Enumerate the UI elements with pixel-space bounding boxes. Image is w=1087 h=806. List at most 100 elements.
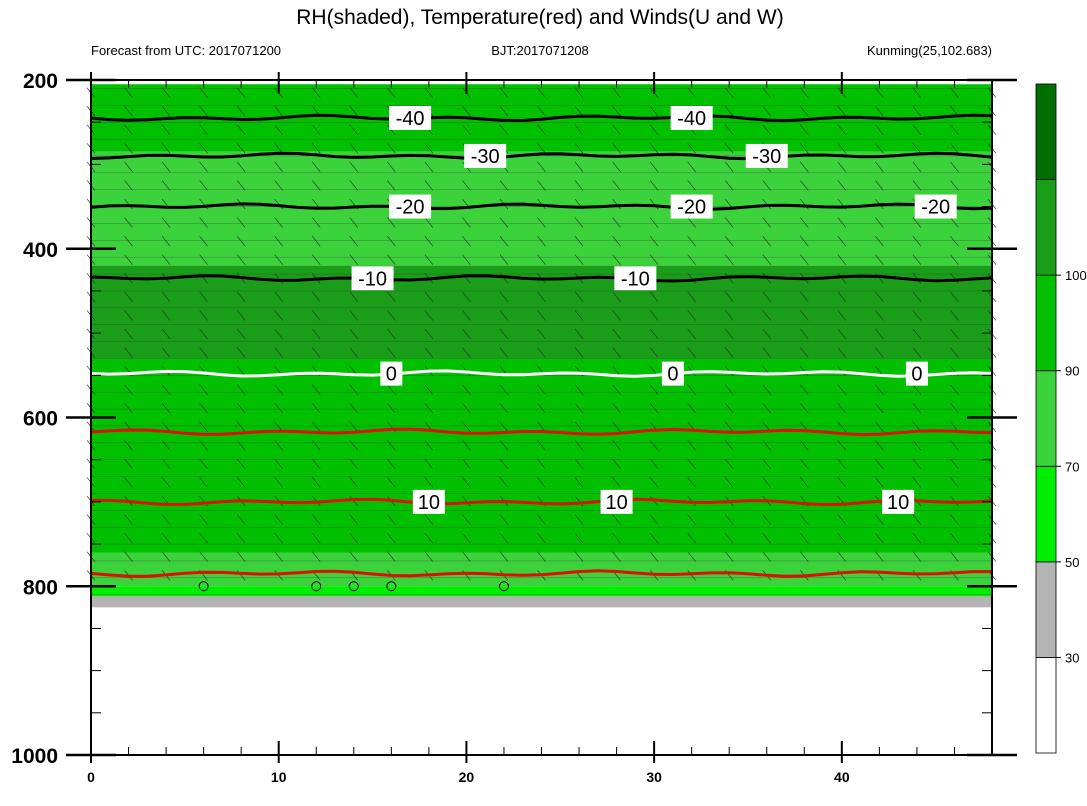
wind-barb — [236, 477, 246, 488]
wind-barb — [912, 532, 922, 544]
contour-label: -20 — [921, 197, 950, 219]
contour-label-box — [670, 105, 713, 130]
wind-barb — [687, 180, 696, 191]
wind-barb — [274, 291, 283, 303]
wind-barb — [649, 180, 659, 191]
wind-barb — [199, 477, 208, 488]
wind-barb — [537, 217, 546, 228]
wind-barb — [462, 124, 471, 135]
wind-barb — [612, 310, 621, 321]
wind-barb — [875, 514, 884, 525]
wind-barb — [124, 532, 133, 544]
wind-barb — [161, 532, 171, 544]
contour-label: 10 — [887, 492, 909, 514]
wind-barb — [236, 235, 246, 247]
wind-barb — [274, 514, 283, 525]
wind-barb — [687, 403, 696, 414]
wind-barb — [687, 235, 696, 247]
wind-barb — [649, 217, 659, 228]
wind-barb — [236, 458, 246, 470]
wind-barb — [762, 310, 771, 321]
wind-barb — [424, 532, 434, 544]
wind-barb — [349, 403, 359, 414]
wind-barb — [499, 124, 509, 135]
wind-barb — [349, 514, 359, 525]
wind-barb — [537, 514, 546, 525]
wind-barb — [837, 310, 847, 321]
wind-barb — [161, 310, 171, 321]
wind-barb — [537, 291, 546, 303]
wind-barb — [800, 347, 809, 358]
colorbar-label: 100 — [1065, 268, 1087, 283]
temperature-contour — [90, 113, 993, 123]
wind-barb — [199, 106, 208, 117]
chart-title: RH(shaded), Temperature(red) and Winds(U… — [296, 6, 783, 29]
wind-barb — [912, 161, 922, 173]
wind-barb — [312, 458, 321, 470]
wind-barb — [800, 440, 809, 451]
wind-barb — [349, 106, 359, 117]
wind-barb — [800, 124, 809, 135]
colorbar-swatch — [1035, 83, 1057, 180]
wind-barb — [387, 161, 396, 173]
wind-barb — [649, 161, 659, 173]
wind-barb — [274, 328, 283, 340]
wind-barb — [762, 87, 771, 98]
wind-barb — [837, 291, 847, 303]
wind-barb — [612, 403, 621, 414]
wind-barb — [312, 254, 321, 265]
wind-barb — [312, 347, 321, 358]
wind-barb — [236, 310, 246, 321]
wind-barb — [724, 477, 734, 488]
wind-barb — [912, 440, 922, 451]
wind-barb — [837, 106, 847, 117]
wind-barb — [837, 403, 847, 414]
wind-barb — [687, 514, 696, 525]
wind-barb — [349, 124, 359, 135]
wind-barb — [424, 87, 434, 98]
wind-barb — [649, 532, 659, 544]
rh-band — [91, 586, 992, 597]
calm-marker — [386, 581, 397, 592]
wind-barb — [124, 291, 133, 303]
wind-barb — [724, 310, 734, 321]
wind-barb — [762, 532, 771, 544]
wind-barb — [950, 124, 959, 135]
wind-barb — [800, 403, 809, 414]
wind-barb — [387, 180, 396, 191]
contour-label: 10 — [605, 492, 627, 514]
wind-barb — [236, 365, 246, 377]
wind-barb — [537, 477, 546, 488]
wind-barb — [199, 421, 208, 432]
wind-barb — [574, 87, 584, 98]
wind-barb — [236, 254, 246, 265]
wind-barb — [537, 328, 546, 340]
wind-barb — [950, 551, 959, 562]
wind-barb — [612, 421, 621, 432]
wind-barb — [724, 161, 734, 173]
wind-barb — [574, 124, 584, 135]
wind-barb — [199, 347, 208, 358]
wind-barb — [462, 421, 471, 432]
wind-barb — [687, 217, 696, 228]
wind-barb — [274, 217, 283, 228]
wind-barb — [499, 514, 509, 525]
wind-barb — [950, 291, 959, 303]
rh-band — [91, 552, 992, 587]
wind-barb — [387, 532, 396, 544]
wind-barb — [274, 440, 283, 451]
wind-barb — [875, 291, 884, 303]
wind-barb — [349, 328, 359, 340]
wind-barb — [612, 384, 621, 395]
colorbar-swatch — [1035, 179, 1057, 276]
wind-barb — [236, 124, 246, 135]
wind-barb — [537, 551, 546, 562]
temperature-contour — [90, 569, 992, 578]
wind-barb — [612, 235, 621, 247]
wind-barb — [912, 458, 922, 470]
wind-barb — [537, 347, 546, 358]
wind-barb — [649, 291, 659, 303]
temperature-contour — [90, 369, 993, 378]
wind-barb — [762, 291, 771, 303]
wind-barb — [349, 235, 359, 247]
